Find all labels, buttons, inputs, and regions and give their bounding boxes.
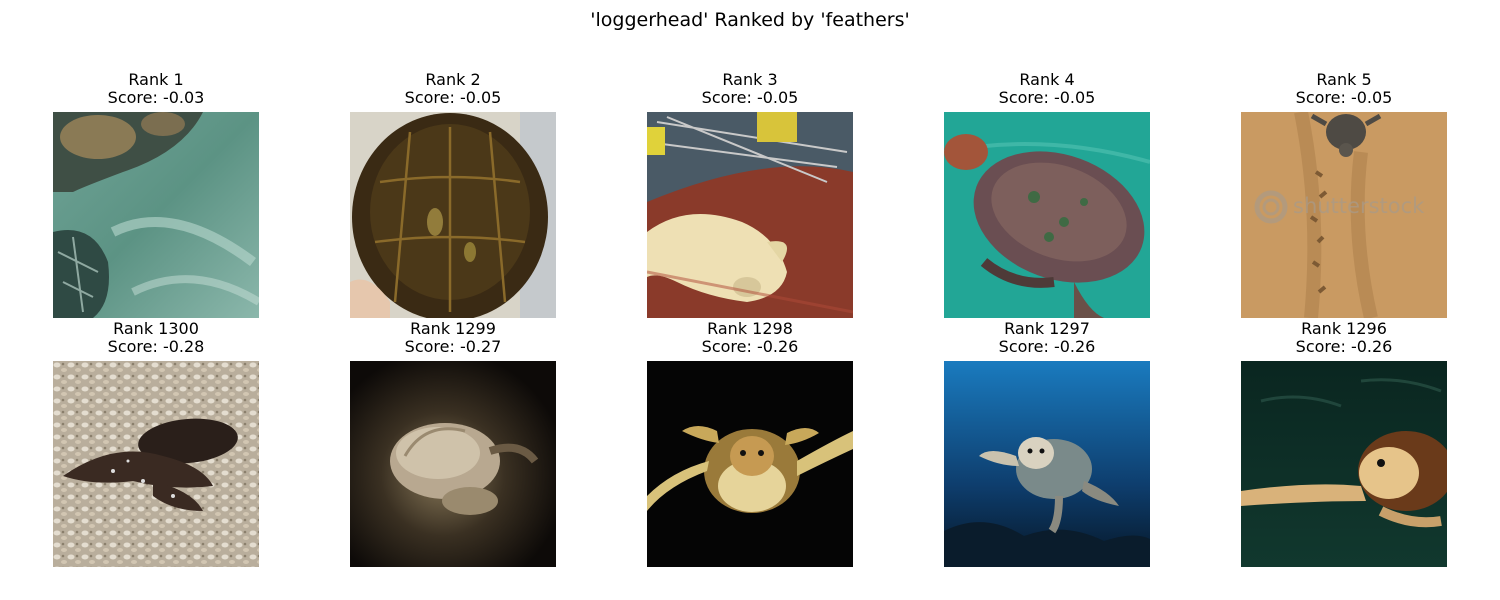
rank-label: Rank 1297 [1004,319,1090,338]
watermark-text: shutterstock [1293,194,1425,218]
score-label: Score: -0.26 [998,337,1096,356]
score-label: Score: -0.05 [701,88,799,107]
score-label: Score: -0.26 [701,337,799,356]
result-caption: Rank 5 Score: -0.05 [1201,71,1487,107]
rank-label: Rank 2 [425,70,481,89]
score-label: Score: -0.27 [404,337,502,356]
turtle-photo [1241,361,1447,567]
rank-label: Rank 1299 [410,319,496,338]
turtle-photo [647,112,853,318]
rank-label: Rank 1300 [113,319,199,338]
rank-label: Rank 1298 [707,319,793,338]
result-caption: Rank 1297 Score: -0.26 [904,320,1190,356]
rank-label: Rank 5 [1316,70,1372,89]
score-label: Score: -0.05 [998,88,1096,107]
score-label: Score: -0.03 [107,88,205,107]
rank-label: Rank 1296 [1301,319,1387,338]
score-label: Score: -0.28 [107,337,205,356]
turtle-photo [944,112,1150,318]
figure-title: 'loggerhead' Ranked by 'feathers' [590,9,910,31]
turtle-photo [350,112,556,318]
turtle-photo [647,361,853,567]
rank-label: Rank 3 [722,70,778,89]
rank-label: Rank 1 [128,70,184,89]
result-caption: Rank 3 Score: -0.05 [607,71,893,107]
turtle-photo [53,361,259,567]
result-caption: Rank 2 Score: -0.05 [310,71,596,107]
result-caption: Rank 1300 Score: -0.28 [13,320,299,356]
score-label: Score: -0.05 [404,88,502,107]
turtle-photo: shutterstock [1241,112,1447,318]
score-label: Score: -0.26 [1295,337,1393,356]
turtle-photo [53,112,259,318]
result-caption: Rank 4 Score: -0.05 [904,71,1190,107]
rank-label: Rank 4 [1019,70,1075,89]
turtle-photo [944,361,1150,567]
score-label: Score: -0.05 [1295,88,1393,107]
result-caption: Rank 1296 Score: -0.26 [1201,320,1487,356]
turtle-photo [350,361,556,567]
result-caption: Rank 1299 Score: -0.27 [310,320,596,356]
result-caption: Rank 1 Score: -0.03 [13,71,299,107]
result-caption: Rank 1298 Score: -0.26 [607,320,893,356]
